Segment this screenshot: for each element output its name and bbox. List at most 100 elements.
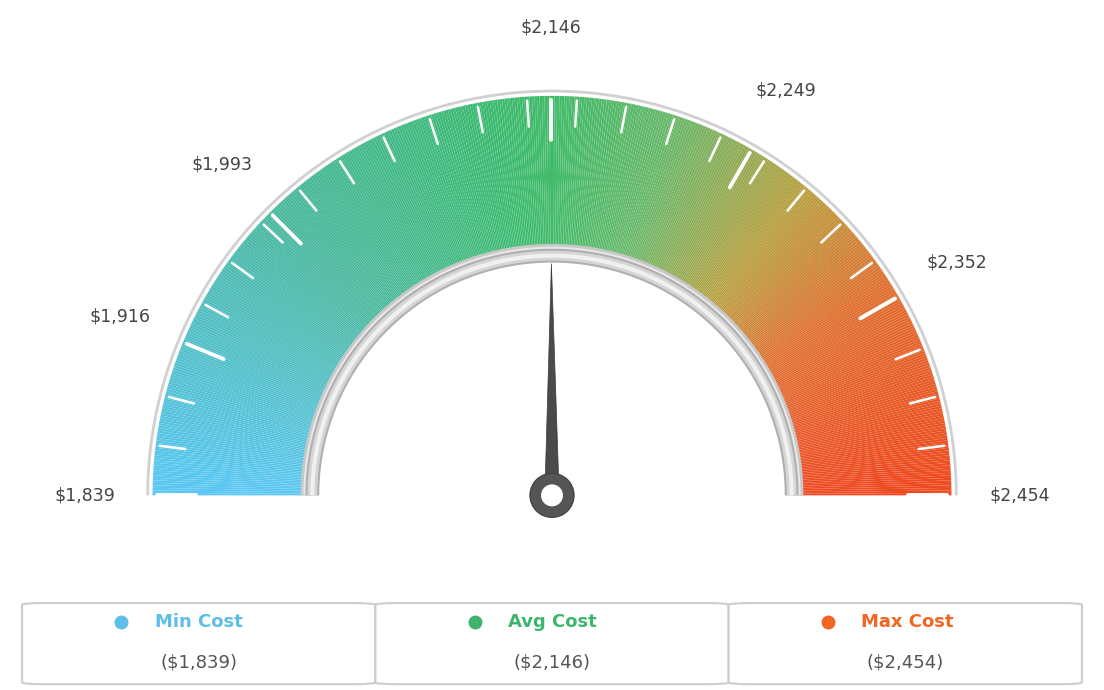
Wedge shape	[787, 420, 945, 452]
Wedge shape	[184, 337, 332, 402]
Wedge shape	[171, 372, 325, 423]
Wedge shape	[645, 127, 709, 275]
Wedge shape	[210, 288, 348, 372]
Wedge shape	[275, 206, 386, 323]
Wedge shape	[790, 460, 951, 476]
Wedge shape	[170, 377, 323, 426]
Wedge shape	[602, 104, 637, 261]
Wedge shape	[509, 98, 528, 257]
Wedge shape	[627, 116, 680, 268]
Wedge shape	[750, 268, 882, 361]
Wedge shape	[744, 257, 873, 353]
Wedge shape	[769, 328, 915, 396]
Wedge shape	[301, 183, 403, 308]
Wedge shape	[676, 152, 760, 290]
Wedge shape	[460, 106, 498, 262]
Wedge shape	[173, 365, 326, 418]
Wedge shape	[792, 483, 952, 489]
Polygon shape	[312, 256, 792, 495]
Wedge shape	[788, 433, 947, 460]
Wedge shape	[651, 132, 720, 278]
Wedge shape	[317, 170, 412, 302]
Wedge shape	[784, 396, 940, 437]
Wedge shape	[198, 310, 340, 385]
Wedge shape	[283, 199, 391, 319]
Wedge shape	[716, 204, 827, 322]
Wedge shape	[713, 199, 821, 319]
Wedge shape	[517, 97, 532, 257]
Wedge shape	[648, 130, 715, 277]
Wedge shape	[162, 406, 318, 443]
Wedge shape	[157, 435, 315, 461]
Wedge shape	[792, 485, 952, 491]
Wedge shape	[577, 98, 597, 257]
Wedge shape	[505, 99, 524, 257]
Wedge shape	[153, 473, 312, 483]
Wedge shape	[202, 301, 342, 380]
Wedge shape	[792, 468, 951, 480]
Wedge shape	[580, 99, 599, 257]
Wedge shape	[726, 222, 845, 333]
Wedge shape	[662, 141, 737, 283]
Wedge shape	[537, 96, 544, 256]
Wedge shape	[763, 305, 904, 382]
Wedge shape	[326, 165, 417, 298]
Wedge shape	[786, 408, 943, 444]
Wedge shape	[431, 114, 481, 267]
Wedge shape	[792, 473, 951, 483]
Wedge shape	[790, 455, 949, 473]
Wedge shape	[725, 220, 843, 331]
Wedge shape	[789, 435, 947, 461]
Wedge shape	[353, 148, 434, 288]
Wedge shape	[482, 101, 511, 259]
Wedge shape	[613, 109, 656, 264]
Wedge shape	[718, 206, 829, 323]
Wedge shape	[788, 426, 946, 455]
Wedge shape	[259, 222, 378, 333]
Wedge shape	[321, 168, 415, 299]
Wedge shape	[565, 97, 577, 256]
Wedge shape	[599, 104, 634, 261]
Wedge shape	[751, 273, 885, 363]
Wedge shape	[176, 360, 327, 415]
Wedge shape	[331, 161, 421, 295]
Wedge shape	[338, 157, 425, 293]
Wedge shape	[595, 103, 627, 260]
Wedge shape	[709, 193, 815, 315]
Wedge shape	[158, 428, 316, 456]
Wedge shape	[206, 292, 346, 375]
Wedge shape	[395, 127, 459, 275]
Wedge shape	[789, 438, 947, 462]
Wedge shape	[153, 468, 312, 480]
Wedge shape	[751, 270, 884, 362]
Wedge shape	[527, 97, 539, 256]
FancyBboxPatch shape	[375, 603, 729, 684]
Wedge shape	[754, 282, 891, 368]
Wedge shape	[314, 174, 410, 303]
Wedge shape	[594, 102, 625, 259]
Wedge shape	[765, 312, 907, 386]
Wedge shape	[336, 158, 424, 294]
Wedge shape	[771, 330, 916, 397]
Wedge shape	[170, 374, 323, 424]
Wedge shape	[607, 107, 647, 262]
Wedge shape	[746, 263, 878, 357]
Wedge shape	[719, 208, 831, 324]
Wedge shape	[771, 332, 917, 399]
Wedge shape	[250, 233, 371, 339]
Wedge shape	[785, 404, 942, 442]
Wedge shape	[581, 99, 602, 257]
Wedge shape	[556, 96, 562, 256]
Wedge shape	[620, 112, 668, 266]
Wedge shape	[760, 294, 899, 376]
Text: ($2,454): ($2,454)	[867, 654, 944, 672]
Wedge shape	[309, 177, 407, 305]
Wedge shape	[450, 108, 492, 264]
Wedge shape	[778, 362, 930, 417]
Wedge shape	[746, 261, 877, 355]
Wedge shape	[658, 137, 731, 281]
Wedge shape	[670, 148, 751, 288]
Wedge shape	[389, 130, 456, 277]
Wedge shape	[671, 149, 753, 288]
Wedge shape	[732, 231, 853, 338]
